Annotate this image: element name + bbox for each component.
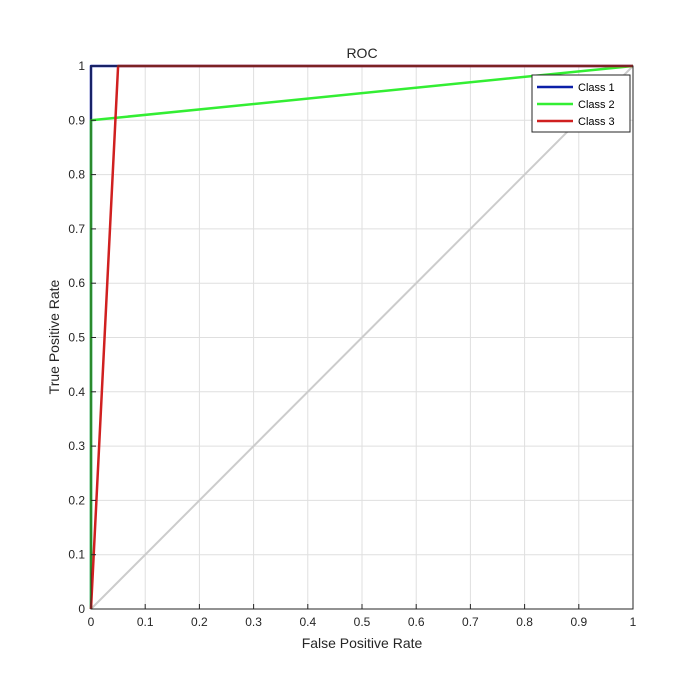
x-axis-label: False Positive Rate (302, 635, 423, 651)
y-tick-label: 0.3 (68, 439, 85, 453)
legend-label: Class 2 (578, 99, 615, 111)
y-tick-label: 0.2 (68, 493, 85, 507)
y-tick-label: 0 (78, 602, 85, 616)
y-tick-label: 0.9 (68, 113, 85, 127)
chart-title: ROC (346, 45, 377, 61)
legend-label: Class 1 (578, 82, 615, 94)
reference-line-group (90, 65, 634, 610)
x-tick-label: 0 (88, 615, 95, 629)
x-tick-label: 0.4 (299, 615, 316, 629)
y-tick-label: 1 (78, 59, 85, 73)
y-tick-label: 0.6 (68, 276, 85, 290)
y-tick-label: 0.8 (68, 168, 85, 182)
legend: Class 1 Class 2 Class 3 (531, 74, 631, 133)
x-tick-label: 0.9 (570, 615, 587, 629)
x-tick-label: 0.1 (137, 615, 154, 629)
x-tick-label: 0.6 (408, 615, 425, 629)
reference-diagonal-line (90, 65, 634, 610)
x-tick-label: 0.2 (191, 615, 208, 629)
y-tick-label: 0.7 (68, 222, 85, 236)
x-tick-label: 0.5 (354, 615, 371, 629)
x-tick-label: 0.3 (245, 615, 262, 629)
ticks: 0 0.1 0.2 0.3 0.4 0.5 0.6 0.7 0.8 0.9 1 0 0.1 0.2 0.3 0… (68, 59, 636, 629)
x-tick-label: 0.8 (516, 615, 533, 629)
x-tick-label: 0.7 (462, 615, 479, 629)
y-tick-label: 0.5 (68, 331, 85, 345)
x-tick-label: 1 (630, 615, 637, 629)
legend-label: Class 3 (578, 116, 615, 128)
y-axis-label: True Positive Rate (46, 279, 62, 394)
y-tick-label: 0.1 (68, 548, 85, 562)
y-tick-label: 0.4 (68, 385, 85, 399)
